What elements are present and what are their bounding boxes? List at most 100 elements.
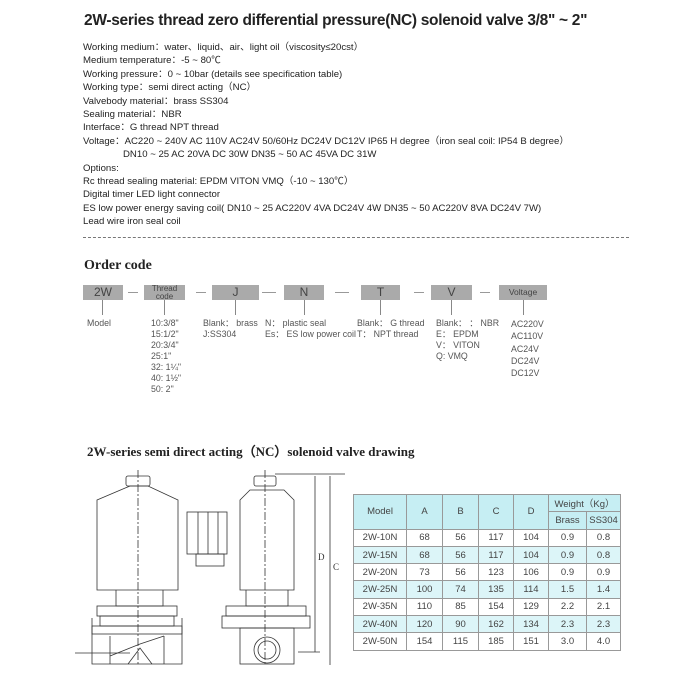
spec-list: Working medium：water、liquid、air、light oi… (83, 41, 569, 229)
code-connector (164, 300, 165, 315)
code-connector (102, 300, 103, 315)
table-cell: 110 (406, 597, 443, 617)
table-cell: 123 (478, 563, 514, 582)
table-cell: 0.9 (548, 563, 587, 582)
table-cell: 56 (442, 545, 479, 565)
divider (83, 237, 629, 238)
front-view (75, 470, 228, 665)
table-cell: 0.8 (586, 545, 621, 565)
table-row: 2W-35N 110 85 154 129 2.2 2.1 (353, 597, 621, 617)
code-box-model: 2W (83, 285, 123, 300)
table-cell: 151 (513, 632, 549, 651)
code-option: T： NPT thread (357, 329, 419, 339)
code-separator (128, 292, 138, 293)
code-box-thread: Thread code (144, 285, 185, 300)
code-option: 15:1/2" (151, 329, 179, 339)
code-connector (451, 300, 452, 315)
table-cell: 73 (406, 563, 443, 582)
code-connector (523, 300, 524, 315)
spec-line: Rc thread sealing material: EPDM VITON V… (83, 176, 354, 188)
code-box-sealing: V (431, 285, 472, 300)
table-cell: 1.5 (548, 580, 587, 599)
code-separator (480, 292, 490, 293)
order-code-heading: Order code (84, 258, 152, 273)
table-cell: 114 (513, 580, 549, 599)
spec-line: Sealing material：NBR (83, 109, 182, 121)
code-option: Blank： brass (203, 318, 258, 328)
table-cell: 134 (513, 615, 549, 634)
spec-line: ES low power energy saving coil( DN10 ~ … (83, 202, 542, 214)
drawing-heading: 2W-series semi direct acting（NC）solenoid… (87, 444, 415, 459)
table-cell: 2W-35N (353, 597, 407, 617)
table-cell: 0.9 (548, 528, 587, 547)
code-option: Model (87, 318, 111, 328)
table-cell: 56 (442, 563, 479, 582)
table-cell: 2.3 (548, 615, 587, 634)
spec-line: Digital timer LED light connector (83, 189, 221, 201)
header-d: D (513, 494, 549, 530)
code-option: N： plastic seal (265, 318, 327, 328)
table-row: 2W-10N 68 56 117 104 0.9 0.8 (353, 528, 621, 547)
dimension-table: Model A B C D Weight（Kg） Brass SS304 2W-… (353, 493, 621, 651)
code-box-interface: T (361, 285, 400, 300)
code-option: Es： ES low power coil (265, 329, 356, 339)
header-ss304: SS304 (586, 511, 621, 530)
spec-line: Interface：G thread NPT thread (83, 122, 219, 134)
header-b: B (442, 494, 479, 530)
spec-line: Working medium：water、liquid、air、light oi… (83, 42, 364, 53)
table-cell: 74 (442, 580, 479, 599)
table-cell: 3.0 (548, 632, 587, 651)
dimension-d-label: D (318, 552, 325, 562)
table-cell: 117 (478, 545, 514, 565)
table-cell: 185 (478, 632, 514, 651)
code-col-material: Blank： brass J:SS304 (203, 318, 258, 340)
table-cell: 162 (478, 615, 514, 634)
code-option: 40: 1½" (151, 373, 182, 383)
code-option: 25:1" (151, 351, 172, 361)
spec-line: DN10 ~ 25 AC 20VA DC 30W DN35 ~ 50 AC 45… (123, 149, 377, 161)
table-cell: 129 (513, 597, 549, 617)
header-brass: Brass (548, 511, 587, 530)
code-col-model: Model (87, 318, 111, 329)
table-cell: 104 (513, 545, 549, 565)
code-option: Blank： ： NBR (436, 318, 500, 328)
code-option: E： EPDM (436, 329, 479, 339)
table-row: 2W-40N 120 90 162 134 2.3 2.3 (353, 615, 621, 634)
code-col-thread: 10:3/8" 15:1/2" 20:3/4" 25:1" 32: 1¼" 40… (151, 318, 181, 395)
code-box-material: J (212, 285, 259, 300)
table-header-row: Model A B C D Weight（Kg） (353, 493, 621, 530)
table-cell: 90 (442, 615, 479, 634)
table-row: 2W-20N 73 56 123 106 0.9 0.9 (353, 563, 621, 582)
code-connector (235, 300, 236, 315)
table-cell: 2W-50N (353, 632, 407, 651)
table-cell: 2W-20N (353, 563, 407, 582)
header-weight: Weight（Kg） (548, 493, 621, 513)
table-cell: 154 (406, 632, 443, 651)
spec-line: Valvebody material：brass SS304 (83, 95, 229, 107)
table-row: 2W-15N 68 56 117 104 0.9 0.8 (353, 545, 621, 565)
table-cell: 135 (478, 580, 514, 599)
table-row: 2W-25N 100 74 135 114 1.5 1.4 (353, 580, 621, 599)
code-separator (414, 292, 424, 293)
spec-line: Working pressure：0 ~ 10bar (details see … (83, 68, 343, 80)
table-cell: 2.2 (548, 597, 587, 617)
code-option: AC220V (511, 319, 544, 329)
code-separator (335, 292, 349, 293)
code-connector (380, 300, 381, 315)
table-cell: 2W-10N (353, 528, 407, 547)
code-option: V： VITON (436, 340, 480, 350)
table-cell: 0.9 (548, 545, 587, 565)
table-cell: 0.8 (586, 528, 621, 547)
valve-drawing: A B C D (75, 470, 345, 665)
table-cell: 85 (442, 597, 479, 617)
side-view (221, 470, 345, 665)
spec-line: Medium temperature：-5 ~ 80℃ (83, 55, 221, 67)
table-row: 2W-50N 154 115 185 151 3.0 4.0 (353, 632, 621, 651)
table-cell: 0.9 (586, 563, 621, 582)
spec-line: Working type：semi direct acting（NC） (83, 82, 257, 94)
code-col-sealing: Blank： ： NBR E： EPDM V： VITON Q: VMQ (436, 318, 499, 362)
table-cell: 100 (406, 580, 443, 599)
code-option: Q: VMQ (436, 351, 468, 361)
table-cell: 117 (478, 528, 514, 547)
table-cell: 115 (442, 632, 479, 651)
